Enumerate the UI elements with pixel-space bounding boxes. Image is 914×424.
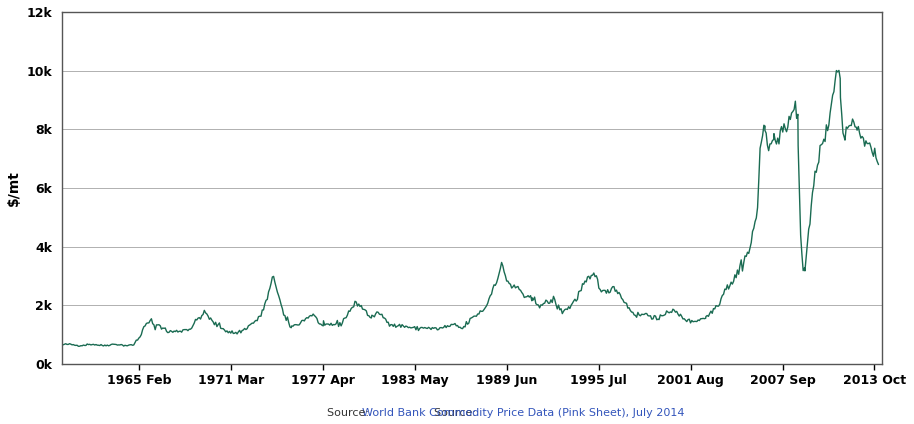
Text: Source:: Source: [327, 407, 373, 418]
Text: World Bank Commodity Price Data (Pink Sheet), July 2014: World Bank Commodity Price Data (Pink Sh… [362, 407, 685, 418]
Y-axis label: $/mt: $/mt [7, 170, 21, 206]
Text: Source:: Source: [434, 407, 480, 418]
Text: Source:: Source: [0, 423, 1, 424]
